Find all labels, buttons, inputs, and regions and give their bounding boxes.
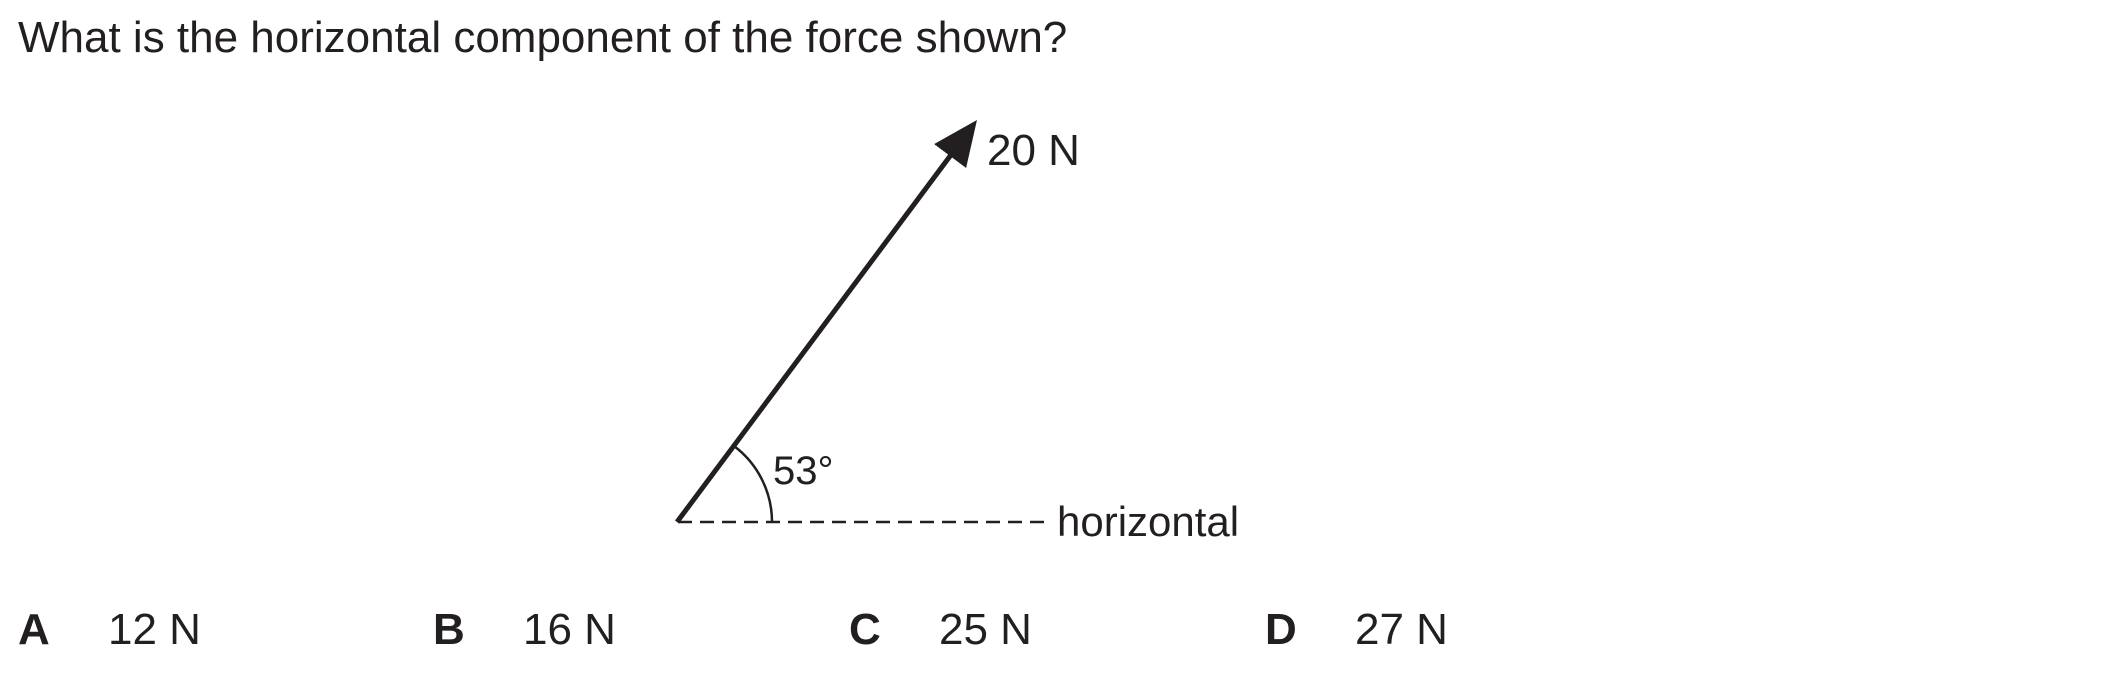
answer-options: A 12 N B 16 N C 25 N D 27 N [0, 600, 2101, 670]
force-magnitude-label: 20 N [987, 126, 1080, 175]
option-b-value: 16 N [523, 605, 616, 654]
option-a-letter: A [18, 605, 50, 654]
angle-label: 53° [773, 449, 834, 493]
angle-arc [733, 445, 774, 523]
option-d-value: 27 N [1355, 605, 1448, 654]
option-c-letter: C [849, 605, 881, 654]
option-d[interactable]: D 27 N [1265, 600, 1448, 660]
force-vector-arrow [674, 119, 977, 524]
question-text: What is the horizontal component of the … [18, 13, 1068, 62]
option-a[interactable]: A 12 N [18, 600, 201, 660]
option-d-letter: D [1265, 605, 1297, 654]
option-c-value: 25 N [939, 605, 1032, 654]
option-b[interactable]: B 16 N [433, 600, 616, 660]
option-c[interactable]: C 25 N [849, 600, 1032, 660]
option-a-value: 12 N [108, 605, 201, 654]
option-b-letter: B [433, 605, 465, 654]
horizontal-label: horizontal [1057, 498, 1239, 545]
